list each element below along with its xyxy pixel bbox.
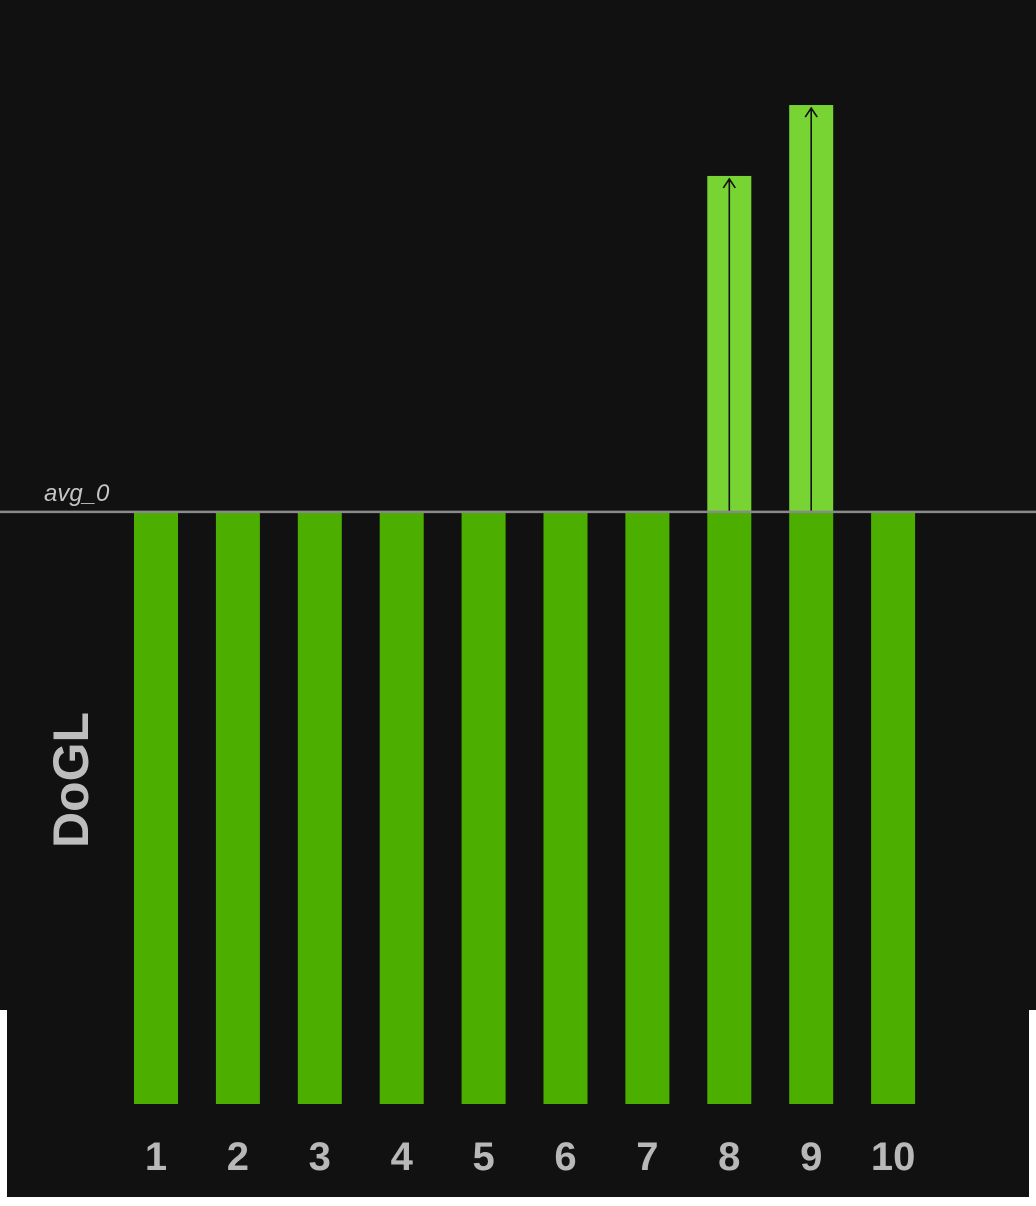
bar-8 — [707, 512, 752, 1104]
x-axis — [75, 1076, 967, 1135]
bars-group — [134, 512, 916, 1104]
x-tick-label-3: 3 — [309, 1135, 331, 1179]
bar-2 — [215, 512, 260, 1104]
x-tick-label-9: 9 — [800, 1135, 822, 1179]
x-tick-label-2: 2 — [227, 1135, 249, 1179]
bar-3 — [297, 512, 342, 1104]
bar-1 — [134, 512, 178, 1104]
avg-reference-label: avg_0 — [44, 480, 110, 507]
increments-group — [707, 105, 834, 513]
increment-arrow-head-8 — [722, 177, 736, 189]
x-tick-label-8: 8 — [718, 1135, 740, 1179]
y-axis-label: DoGL — [43, 712, 99, 848]
reference-line-group: avg_0 — [0, 480, 1036, 514]
x-tick-labels: 1 2 3 4 5 6 7 8 9 10 — [145, 1135, 915, 1179]
bar-4 — [379, 512, 424, 1104]
x-tick-label-7: 7 — [636, 1135, 658, 1179]
x-tick-label-1: 1 — [145, 1135, 167, 1179]
bar-5 — [461, 512, 506, 1104]
bar-9 — [789, 512, 834, 1104]
x-tick-label-4: 4 — [391, 1135, 414, 1179]
bar-10 — [871, 512, 916, 1104]
bar-6 — [543, 512, 588, 1104]
x-tick-label-10: 10 — [871, 1135, 916, 1179]
x-tick-label-5: 5 — [472, 1135, 494, 1179]
increment-arrow-head-9 — [804, 106, 818, 118]
bar-7 — [625, 512, 670, 1104]
x-tick-label-6: 6 — [554, 1135, 576, 1179]
